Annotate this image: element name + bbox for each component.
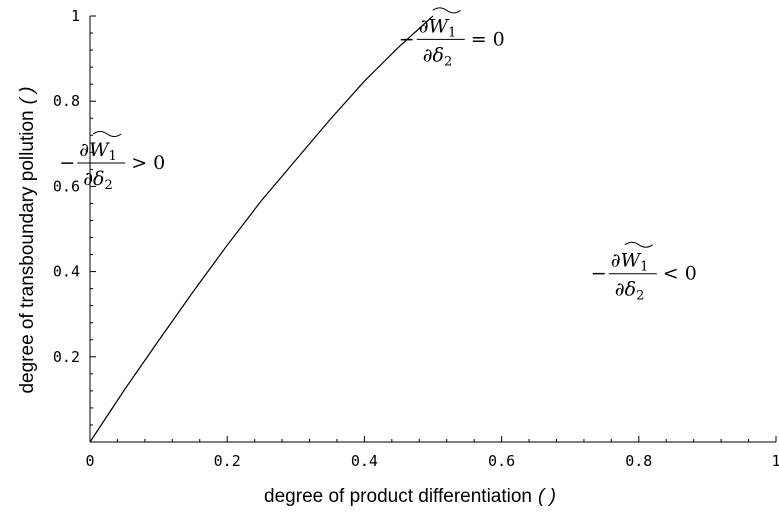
svg-text:−: − (399, 28, 415, 50)
plot-frame (89, 16, 776, 443)
x-tick-label: 0.4 (351, 452, 378, 470)
svg-text:∂W1: ∂W1 (611, 250, 649, 275)
series-layer (89, 15, 434, 443)
series-line (89, 15, 434, 443)
x-axis-ticks: 0 0.2 0.4 0.6 0.8 1 (85, 436, 779, 470)
derivative-annotation: −∂W1 ∂δ2 > 0 (59, 131, 165, 193)
svg-text:∂W1: ∂W1 (419, 15, 457, 40)
y-tick-label: 0.6 (53, 177, 80, 195)
y-axis-label: degree of transboundary pollution( ) (17, 86, 38, 393)
svg-text:∂δ2: ∂δ2 (83, 168, 113, 193)
svg-text:−: − (59, 152, 75, 174)
y-tick-label: 1 (71, 7, 80, 25)
y-tick-label: 0.8 (53, 92, 80, 110)
svg-text:∂δ2: ∂δ2 (423, 44, 453, 69)
x-tick-label: 0.8 (625, 452, 652, 470)
x-tick-label: 0.6 (488, 452, 515, 470)
svg-text:∂δ2: ∂δ2 (615, 279, 645, 304)
derivative-annotation: −∂W1 ∂δ2 < 0 (591, 241, 697, 304)
derivative-annotation: −∂W1 ∂δ2 = 0 (399, 7, 505, 69)
x-axis-label: degree of product differentiation( ) (264, 486, 556, 507)
y-axis-ticks: 0.2 0.4 0.6 0.8 1 (53, 7, 96, 426)
x-tick-label: 1 (771, 452, 779, 470)
annotation-sign: < 0 (663, 263, 697, 285)
svg-text:∂W1: ∂W1 (79, 139, 117, 164)
y-tick-label: 0.2 (53, 348, 80, 366)
x-tick-label: 0.2 (214, 452, 241, 470)
x-tick-label: 0 (85, 452, 94, 470)
svg-text:−: − (591, 263, 607, 285)
annotation-sign: > 0 (131, 152, 165, 174)
annotation-sign: = 0 (471, 28, 505, 50)
y-tick-label: 0.4 (53, 263, 80, 281)
annotations: −∂W1∂δ2= 0−∂W1∂δ2> 0−∂W1∂δ2< 0 (59, 7, 697, 304)
